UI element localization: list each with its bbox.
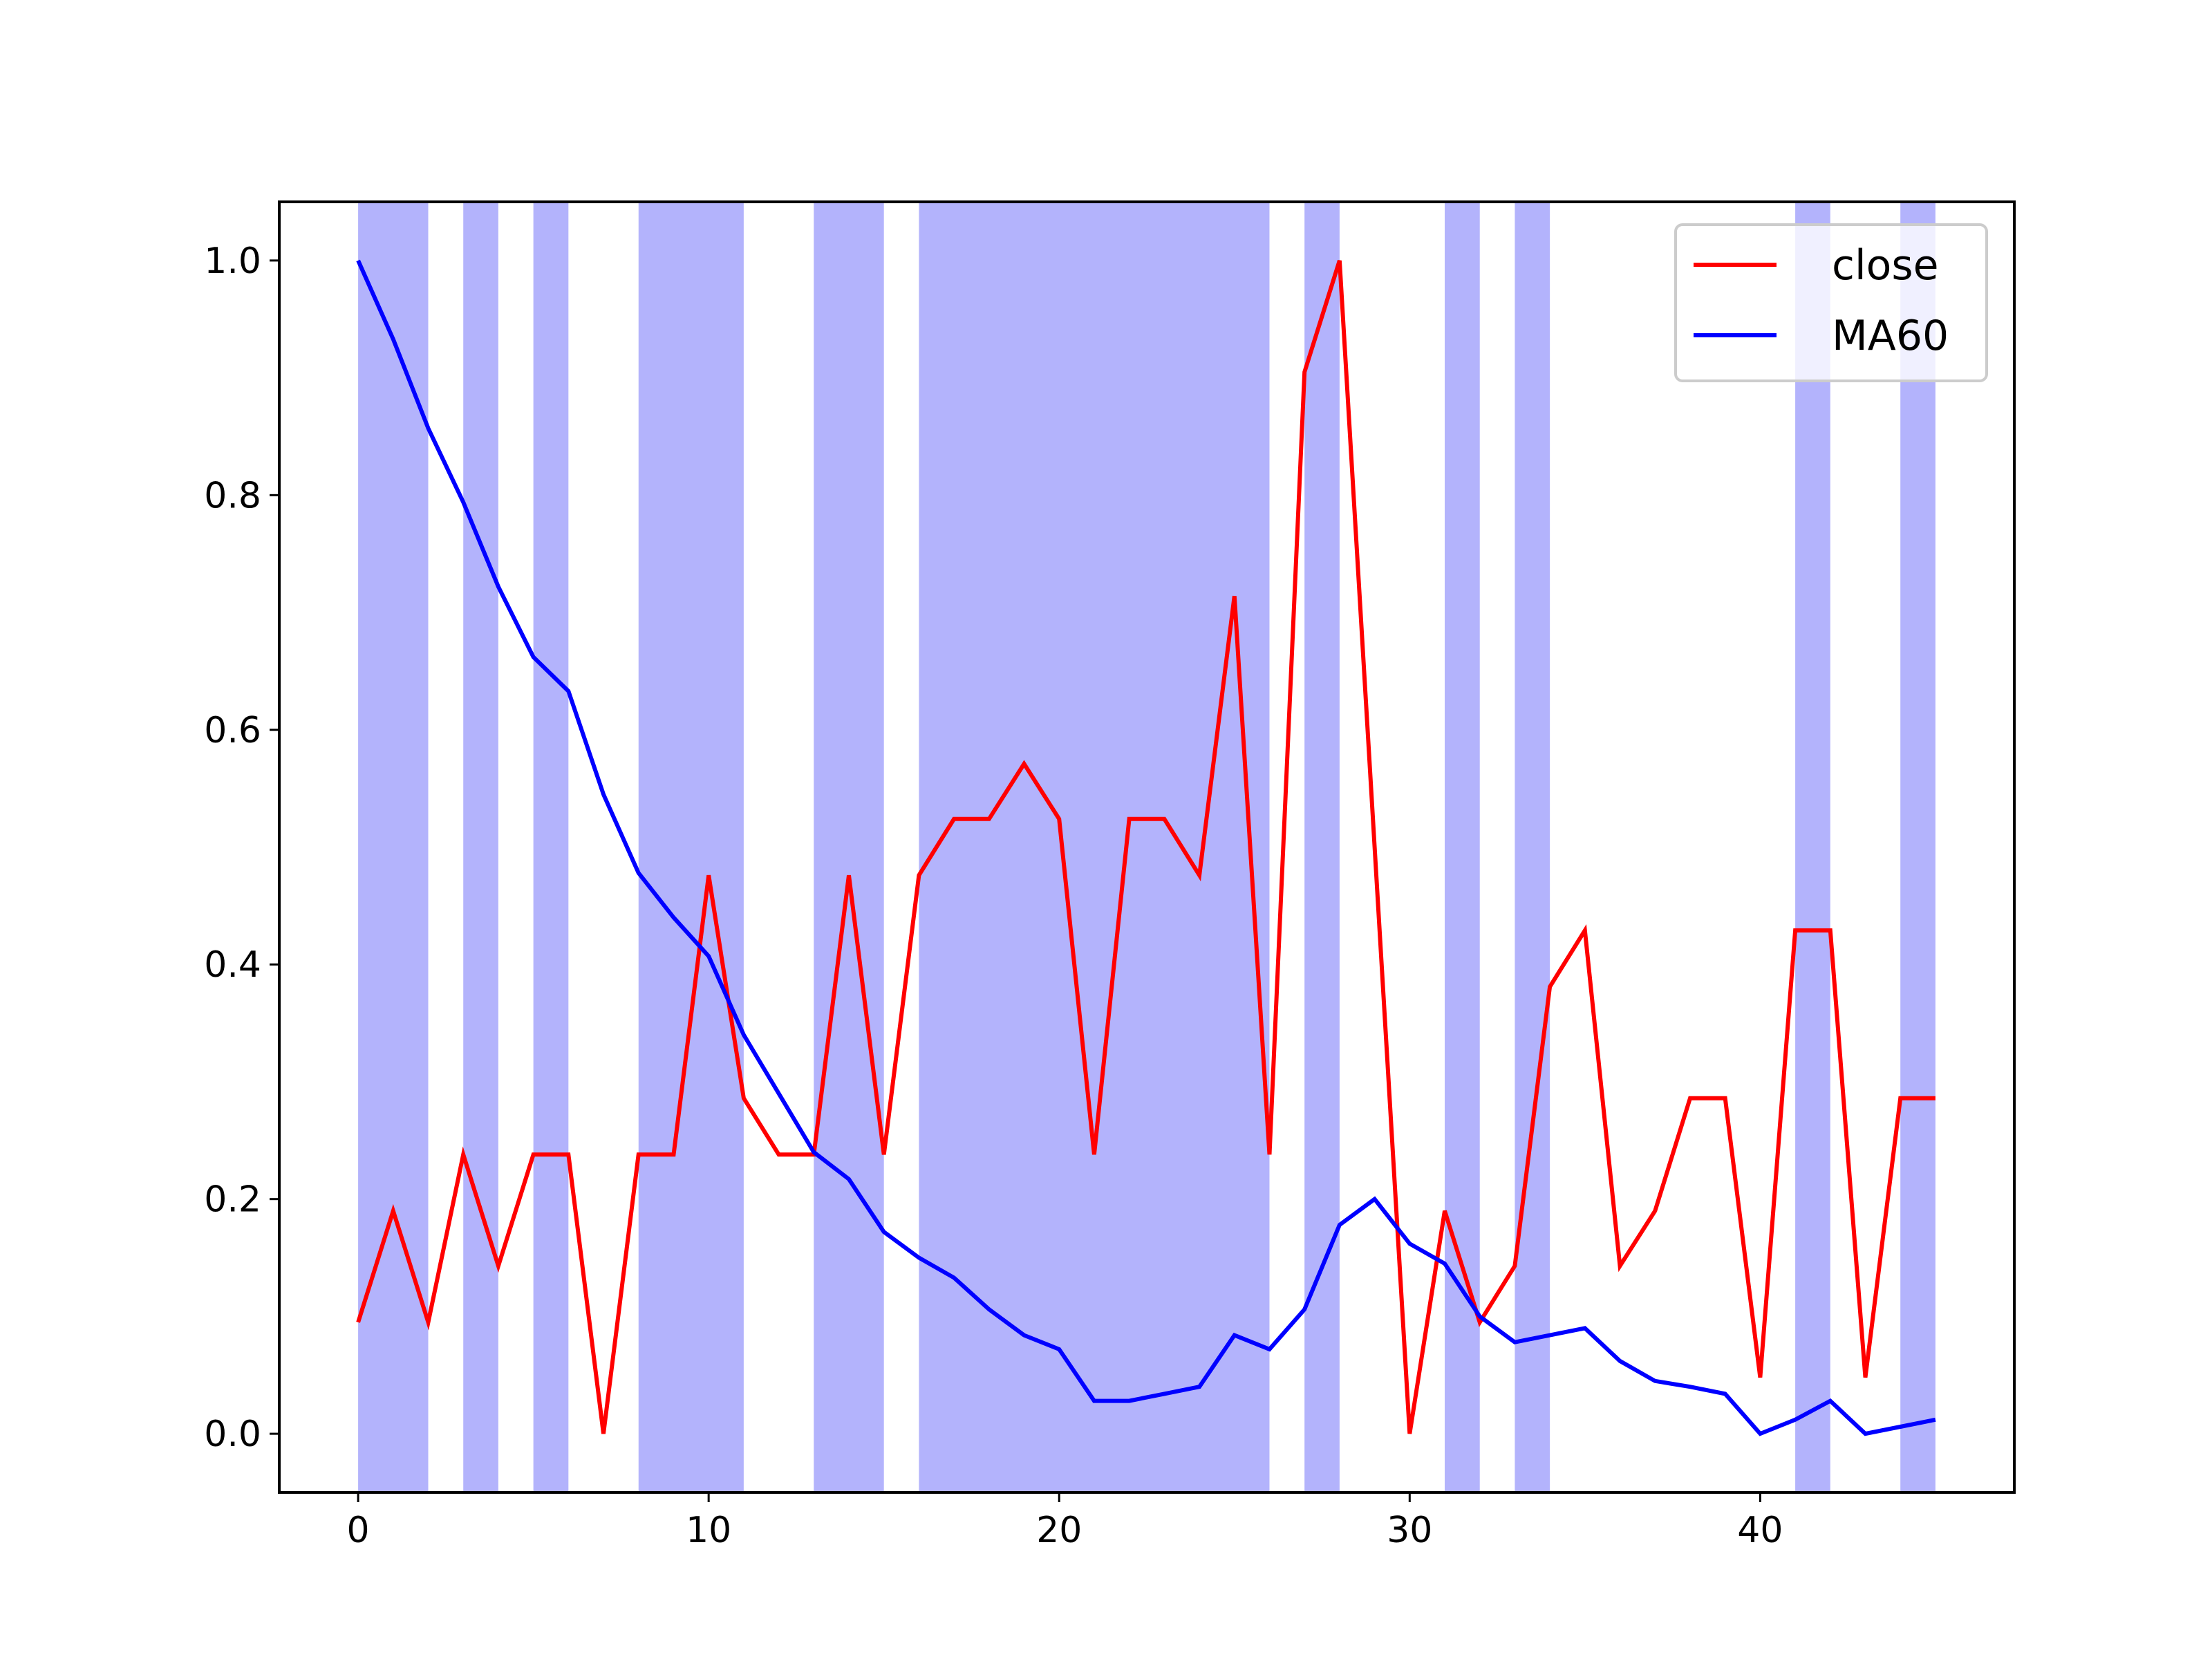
y-axis: 0.0 0.2 0.4 0.6 0.8 1.0 xyxy=(204,241,279,1455)
shaded-span xyxy=(638,202,744,1492)
shaded-span xyxy=(1795,202,1830,1492)
series-lines xyxy=(356,259,1936,1436)
y-tick-label: 0.0 xyxy=(204,1414,261,1455)
x-tick-label: 30 xyxy=(1387,1510,1432,1551)
x-tick-label: 0 xyxy=(347,1510,370,1551)
x-axis: 0 10 20 30 40 xyxy=(347,1492,1783,1551)
shaded-span xyxy=(814,202,884,1492)
x-tick-label: 10 xyxy=(686,1510,731,1551)
shaded-span xyxy=(1515,202,1550,1492)
legend: close MA60 xyxy=(1674,223,1988,382)
shaded-span xyxy=(1304,202,1340,1492)
x-tick-label: 20 xyxy=(1036,1510,1082,1551)
x-tick-label: 40 xyxy=(1737,1510,1783,1551)
legend-label-close: close xyxy=(1832,241,1939,290)
shaded-spans xyxy=(358,202,1936,1492)
axes-frame xyxy=(278,200,2016,1494)
series-line-close xyxy=(356,259,1936,1434)
y-tick-label: 0.2 xyxy=(204,1179,261,1221)
shaded-span xyxy=(358,202,429,1492)
shaded-span xyxy=(919,202,1270,1492)
series-line-ma60 xyxy=(356,259,1936,1436)
shaded-span xyxy=(1900,202,1936,1492)
y-tick-label: 0.8 xyxy=(204,475,261,516)
y-tick-label: 1.0 xyxy=(204,241,261,282)
shaded-span xyxy=(533,202,569,1492)
shaded-span xyxy=(1445,202,1480,1492)
legend-label-ma60: MA60 xyxy=(1832,312,1949,360)
shaded-span xyxy=(463,202,498,1492)
y-tick-label: 0.4 xyxy=(204,944,261,986)
y-tick-label: 0.6 xyxy=(204,710,261,751)
